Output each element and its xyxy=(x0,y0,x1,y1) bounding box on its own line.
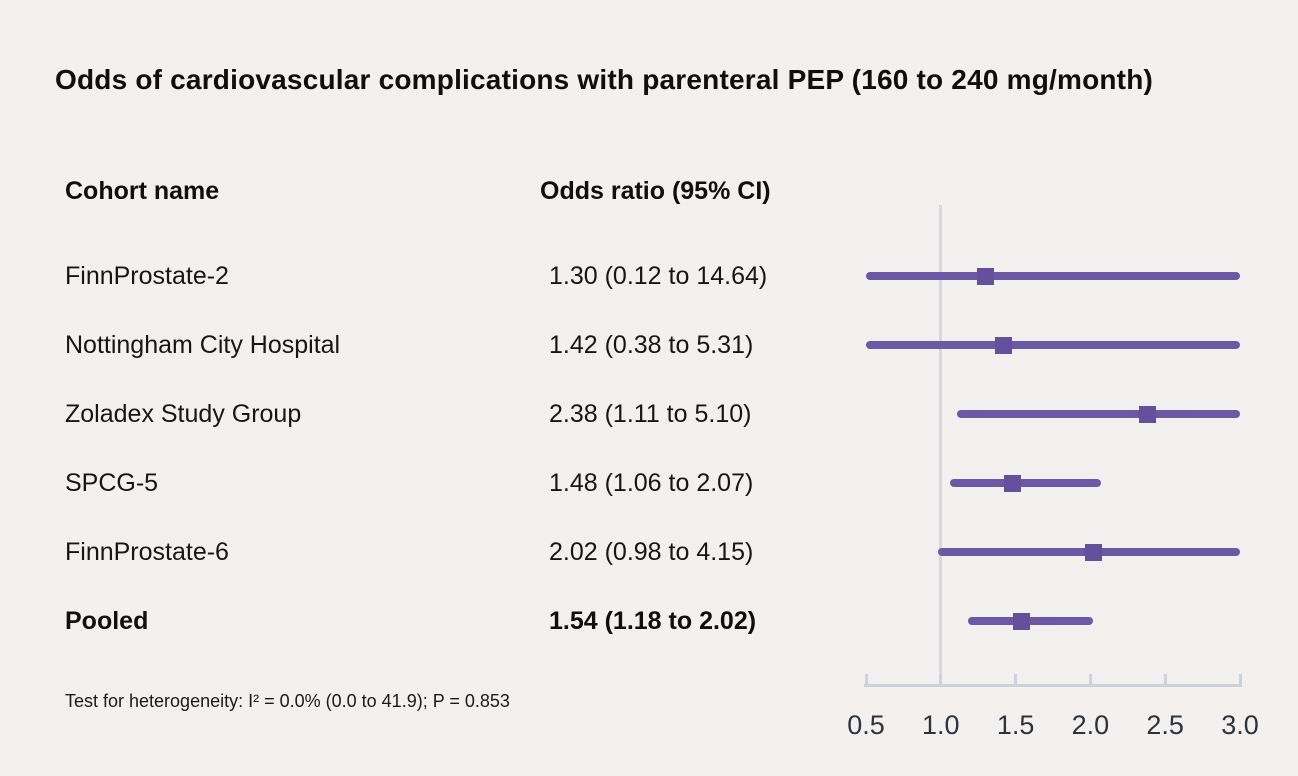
x-axis-tick-label: 2.5 xyxy=(1146,710,1184,740)
confidence-interval-line xyxy=(866,272,1240,280)
reference-line xyxy=(939,205,943,687)
x-axis-tick-label: 3.0 xyxy=(1221,710,1259,740)
cohort-name: Pooled xyxy=(65,607,149,635)
odds-ratio-value: 2.02 (0.98 to 4.15) xyxy=(549,538,754,566)
cohort-name: FinnProstate-2 xyxy=(65,262,229,290)
odds-ratio-marker xyxy=(1004,474,1022,492)
odds-ratio-marker xyxy=(1013,612,1031,630)
cohort-name: SPCG-5 xyxy=(65,469,159,497)
x-axis-tick xyxy=(1088,674,1092,684)
x-axis-tick xyxy=(1238,674,1242,684)
odds-ratio-value: 1.48 (1.06 to 2.07) xyxy=(549,469,754,497)
odds-ratio-value: 1.54 (1.18 to 2.02) xyxy=(549,607,757,635)
confidence-interval-line xyxy=(967,617,1094,625)
x-axis-tick-label: 0.5 xyxy=(847,710,885,740)
odds-ratio-value: 1.42 (0.38 to 5.31) xyxy=(549,331,754,359)
cohort-name: FinnProstate-6 xyxy=(65,538,229,566)
confidence-interval-line xyxy=(949,479,1101,487)
column-header-odds-ratio: Odds ratio (95% CI) xyxy=(540,177,771,205)
x-axis-tick-label: 2.0 xyxy=(1071,710,1110,740)
heterogeneity-footnote: Test for heterogeneity: I² = 0.0% (0.0 t… xyxy=(65,691,510,711)
x-axis-tick xyxy=(1163,674,1167,684)
column-header-cohort-name: Cohort name xyxy=(65,177,220,205)
odds-ratio-marker xyxy=(977,267,995,285)
x-axis-tick xyxy=(1014,674,1018,684)
cohort-name: Nottingham City Hospital xyxy=(65,331,341,359)
x-axis-tick xyxy=(864,674,868,684)
chart-title: Odds of cardiovascular complications wit… xyxy=(55,64,1154,95)
confidence-interval-line xyxy=(957,410,1240,418)
x-axis-tick xyxy=(939,674,943,684)
odds-ratio-value: 2.38 (1.11 to 5.10) xyxy=(549,400,752,428)
odds-ratio-value: 1.30 (0.12 to 14.64) xyxy=(549,262,768,290)
odds-ratio-marker xyxy=(1138,405,1156,423)
odds-ratio-marker xyxy=(995,336,1013,354)
cohort-name: Zoladex Study Group xyxy=(65,400,302,428)
x-axis-line xyxy=(864,684,1242,687)
x-axis-tick-label: 1.5 xyxy=(996,710,1035,740)
x-axis-tick-label: 1.0 xyxy=(922,710,960,740)
odds-ratio-marker xyxy=(1084,543,1102,561)
confidence-interval-line xyxy=(866,341,1240,349)
